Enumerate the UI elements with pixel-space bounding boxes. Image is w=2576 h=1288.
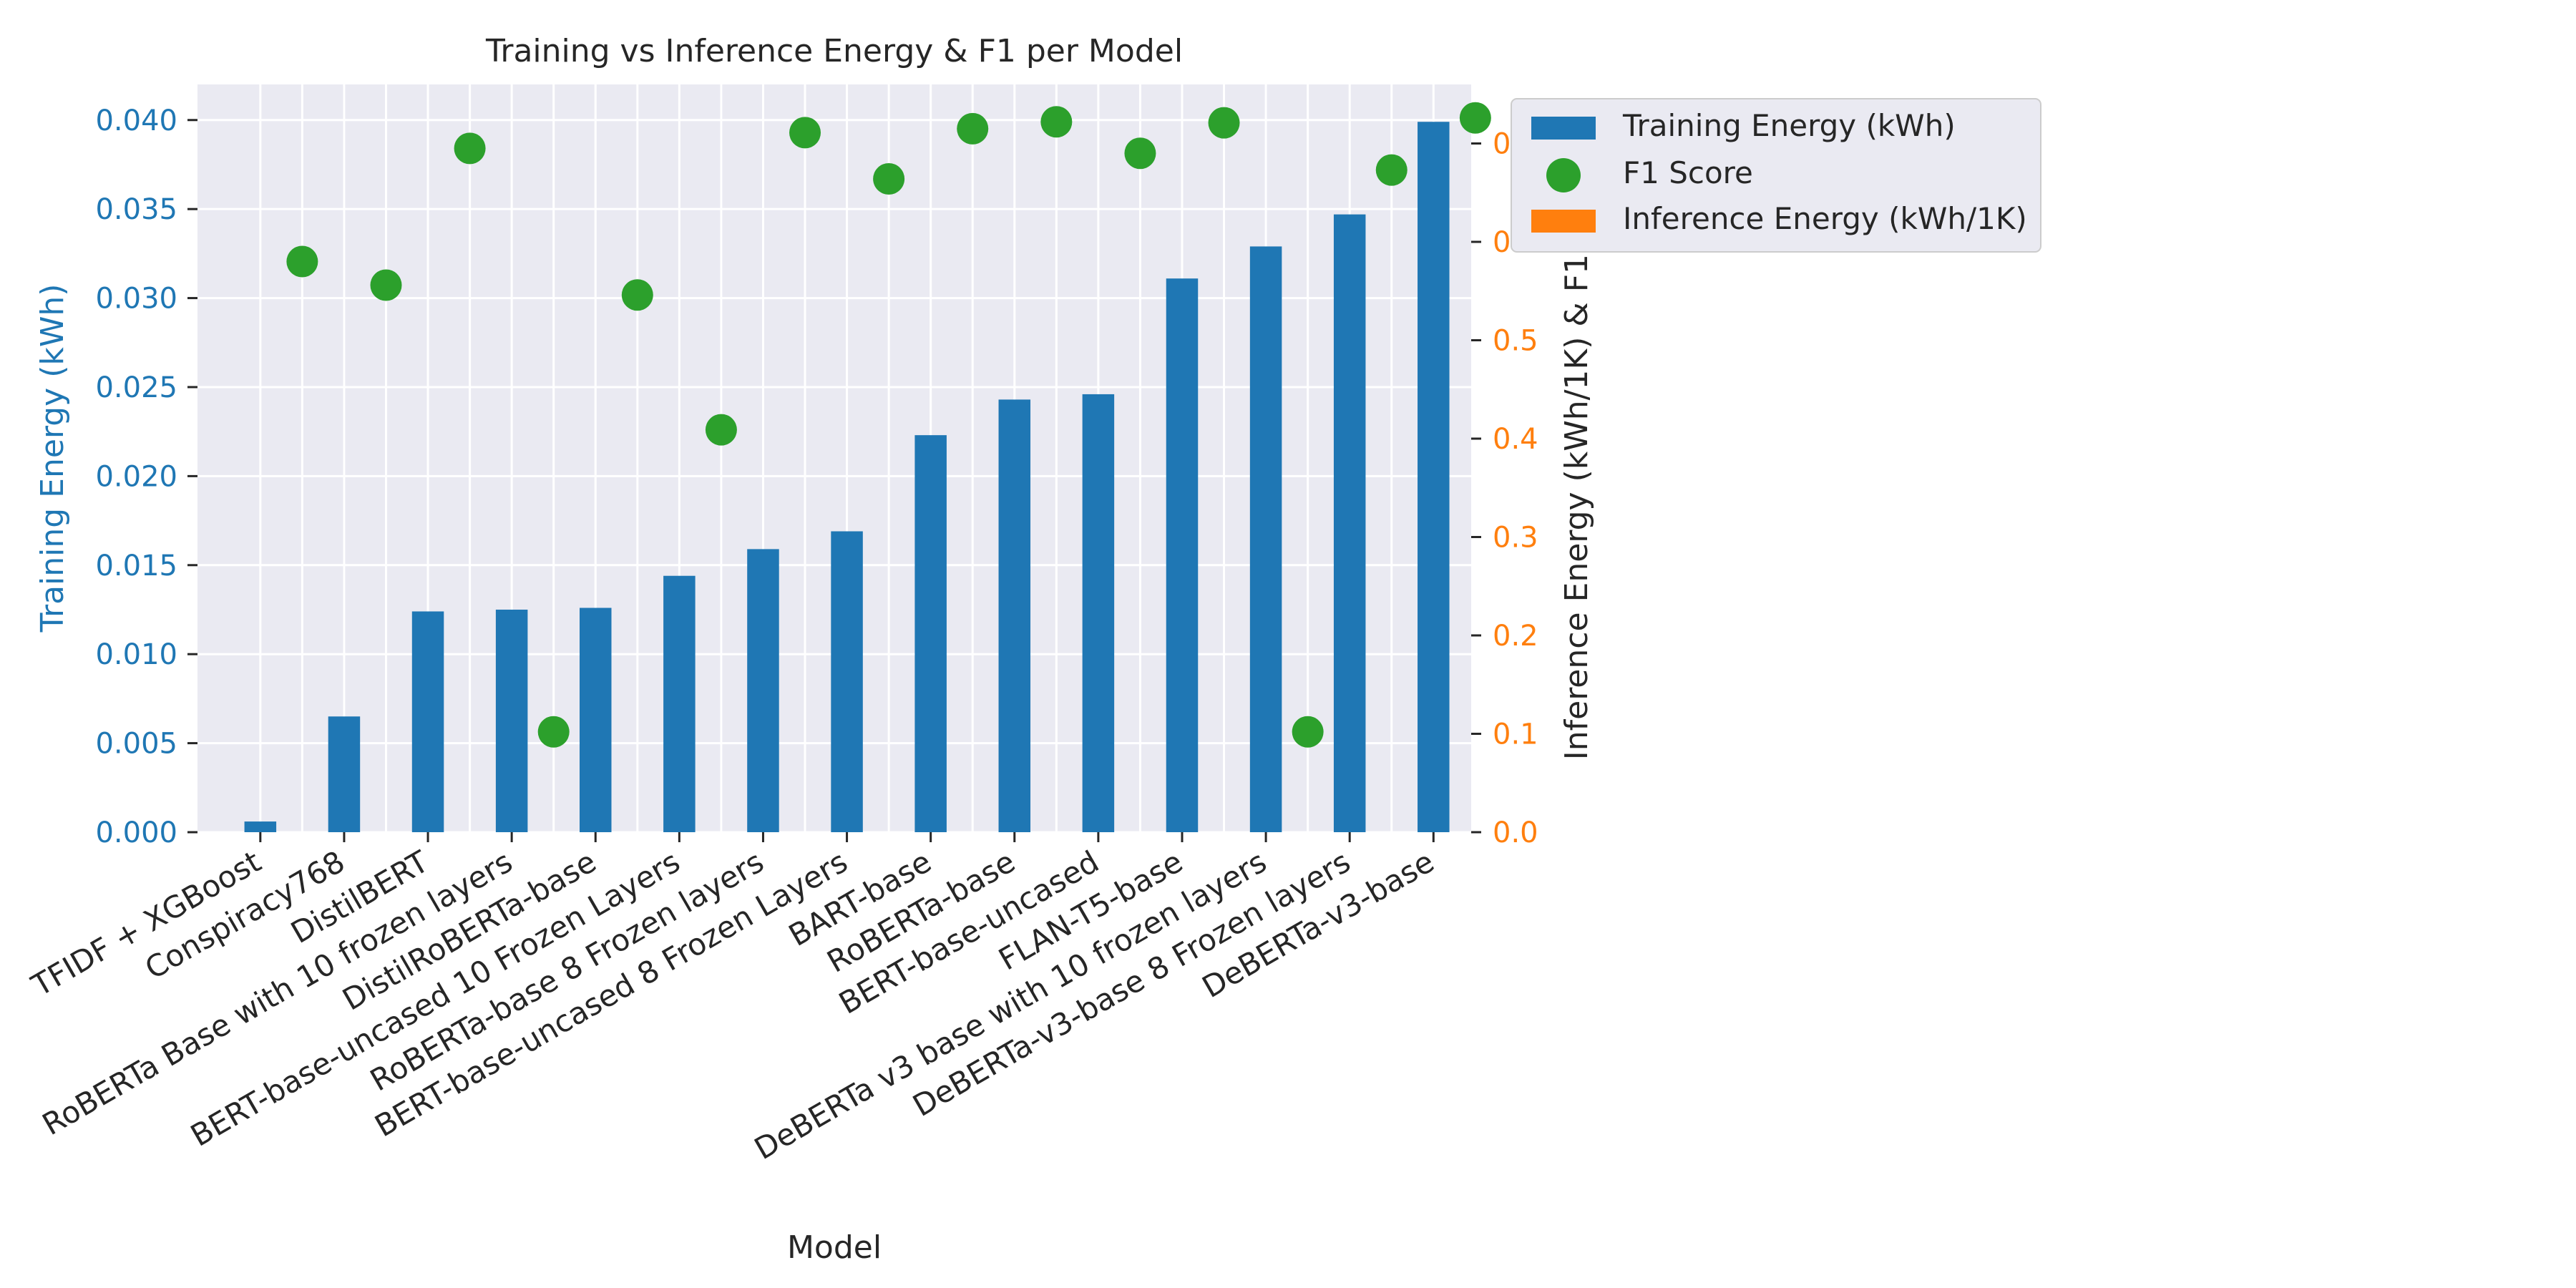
point-f1-score [705, 414, 737, 446]
point-f1-score [1040, 106, 1073, 138]
point-f1-score [1292, 716, 1324, 748]
left-tick-label: 0.030 [95, 283, 177, 316]
legend-label-inference: Inference Energy (kWh/1K) [1623, 201, 2027, 236]
point-f1-score [286, 245, 318, 278]
x-axis-label: Model [787, 1229, 882, 1266]
bar-training-energy [580, 608, 612, 832]
bar-training-energy [998, 399, 1031, 832]
bar-training-energy [411, 611, 444, 832]
bar-training-energy [1249, 246, 1282, 833]
right-tick-label: 0.1 [1493, 718, 1538, 751]
bar-training-energy [1418, 122, 1450, 832]
legend-label-training: Training Energy (kWh) [1622, 108, 1956, 143]
point-f1-score [537, 716, 570, 748]
point-f1-score [957, 112, 989, 145]
bar-training-energy [1333, 214, 1366, 832]
chart-title: Training vs Inference Energy & F1 per Mo… [485, 33, 1183, 69]
left-tick-label: 0.010 [95, 638, 177, 671]
point-f1-score [370, 269, 402, 301]
left-tick-label: 0.025 [95, 371, 177, 404]
left-y-axis: 0.000 0.005 0.010 0.015 0.020 0.025 0.030 0.035… [95, 104, 197, 849]
bar-training-energy [495, 609, 528, 832]
point-f1-score [1459, 102, 1491, 134]
right-y-axis-label: Inference Energy (kWh/1K) & F1 Score [1558, 156, 1595, 760]
left-tick-label: 0.020 [95, 460, 177, 493]
training-bars [244, 122, 1450, 833]
legend-swatch-inference [1531, 210, 1596, 233]
left-tick-label: 0.040 [95, 104, 177, 137]
bar-training-energy [663, 575, 696, 832]
f1-points [286, 102, 1491, 748]
legend-box [1511, 98, 2041, 253]
right-tick-label: 0.3 [1493, 522, 1538, 555]
legend-swatch-training [1531, 117, 1596, 140]
right-tick-label: 0.2 [1493, 620, 1538, 653]
bar-training-energy [328, 716, 361, 832]
left-tick-label: 0.035 [95, 193, 177, 226]
right-tick-label: 0.4 [1493, 423, 1538, 456]
point-f1-score [1375, 154, 1407, 186]
right-tick-label: 0.5 [1493, 325, 1538, 358]
legend: Training Energy (kWh) F1 Score Inference… [1511, 98, 2041, 253]
bar-training-energy [914, 435, 947, 832]
bar-training-energy [244, 821, 277, 832]
point-f1-score [789, 117, 821, 149]
point-f1-score [454, 132, 486, 165]
bar-training-energy [831, 531, 863, 832]
left-tick-label: 0.015 [95, 550, 177, 582]
left-tick-label: 0.000 [95, 816, 177, 849]
point-f1-score [1208, 107, 1240, 139]
legend-label-f1: F1 Score [1623, 155, 1753, 190]
bar-training-energy [1082, 394, 1115, 832]
point-f1-score [873, 163, 905, 195]
legend-marker-f1 [1546, 158, 1581, 192]
point-f1-score [1124, 137, 1156, 170]
bar-training-energy [747, 549, 779, 832]
x-axis: TFIDF + XGBoostConspiracy768DistilBERTRo… [25, 832, 1440, 1166]
left-y-axis-label: Training Energy (kWh) [34, 284, 71, 633]
left-tick-label: 0.005 [95, 728, 177, 761]
point-f1-score [621, 279, 653, 311]
bar-training-energy [1166, 278, 1199, 832]
right-tick-label: 0.0 [1493, 816, 1538, 849]
